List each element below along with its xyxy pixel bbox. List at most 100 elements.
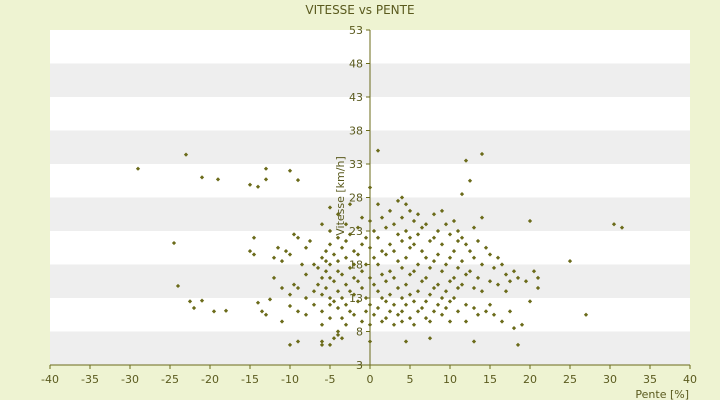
data-point (395, 312, 401, 317)
data-point (451, 248, 457, 254)
data-point (527, 299, 533, 304)
data-point (403, 202, 409, 207)
data-point (295, 285, 301, 291)
data-point (387, 242, 393, 247)
data-point (371, 255, 377, 260)
data-point (415, 309, 421, 314)
data-point (475, 238, 481, 244)
data-point (135, 166, 141, 171)
data-points (135, 148, 625, 348)
data-point (399, 265, 405, 270)
data-point (467, 178, 473, 183)
data-point (315, 282, 321, 287)
data-point (435, 282, 441, 287)
y-tick-label: 13 (349, 292, 363, 305)
data-point (439, 269, 445, 274)
data-point (431, 212, 437, 217)
data-point (351, 262, 357, 267)
data-point (251, 235, 257, 240)
data-point (407, 272, 413, 277)
data-point (535, 275, 541, 281)
chart-title: VITESSE vs PENTE (305, 3, 414, 17)
data-point (295, 339, 301, 344)
data-point (387, 269, 393, 274)
data-point (583, 312, 589, 317)
data-point (347, 265, 353, 270)
data-point (191, 305, 197, 311)
data-point (315, 265, 321, 270)
data-point (199, 175, 205, 180)
data-point (535, 285, 541, 291)
data-point (507, 309, 513, 314)
data-point (379, 248, 385, 254)
data-point (331, 252, 337, 257)
data-point (327, 302, 333, 307)
x-tick-label: -40 (41, 373, 59, 386)
data-point (391, 275, 397, 281)
data-point (411, 218, 417, 224)
data-point (407, 292, 413, 297)
data-point (443, 289, 449, 294)
data-point (471, 339, 477, 344)
data-point (399, 215, 405, 220)
data-point (407, 208, 413, 214)
data-point (483, 309, 489, 314)
data-point (347, 289, 353, 294)
data-point (327, 228, 333, 234)
data-point (391, 302, 397, 307)
data-point (311, 289, 317, 294)
data-point (435, 252, 441, 257)
data-point (459, 259, 465, 264)
data-point (359, 319, 365, 324)
data-point (335, 329, 341, 334)
data-point (455, 265, 461, 270)
data-point (367, 245, 373, 250)
data-point (479, 262, 485, 267)
data-point (439, 208, 445, 214)
data-point (515, 342, 521, 348)
data-point (375, 148, 381, 153)
x-tick-label: 35 (643, 373, 657, 386)
data-point (375, 202, 381, 207)
data-point (355, 299, 361, 304)
data-point (247, 248, 253, 254)
data-point (487, 252, 493, 257)
data-point (311, 302, 317, 307)
data-point (263, 177, 269, 182)
x-tick-labels: -40 -35 -30 -25 -20 -15 -10 -5 0 5 10 15 20 25 30 35 40 (41, 373, 697, 386)
data-point (423, 275, 429, 281)
data-point (319, 292, 325, 297)
x-tick-label: -35 (81, 373, 99, 386)
data-point (395, 259, 401, 264)
data-point (419, 279, 425, 284)
data-point (515, 275, 521, 281)
data-point (435, 228, 441, 234)
data-point (339, 272, 345, 277)
y-tick-label: 8 (356, 326, 363, 339)
data-point (319, 309, 325, 314)
data-point (323, 285, 329, 291)
data-point (387, 208, 393, 214)
data-point (359, 269, 365, 274)
data-point (411, 322, 417, 327)
data-point (319, 339, 325, 344)
data-point (383, 225, 389, 230)
data-point (339, 295, 345, 301)
data-point (383, 299, 389, 304)
data-point (523, 279, 529, 284)
data-point (439, 242, 445, 247)
data-point (367, 185, 373, 190)
data-point (335, 305, 341, 311)
data-point (459, 192, 465, 197)
data-point (403, 339, 409, 344)
y-tick-label: 53 (349, 24, 363, 37)
data-point (291, 282, 297, 287)
y-axis-label: Vitesse [km/h] (334, 156, 347, 236)
data-point (335, 269, 341, 274)
x-tick-label: 10 (443, 373, 457, 386)
data-point (295, 177, 301, 183)
data-point (331, 336, 337, 341)
data-point (487, 302, 493, 307)
data-point (415, 232, 421, 237)
data-point (355, 279, 361, 284)
